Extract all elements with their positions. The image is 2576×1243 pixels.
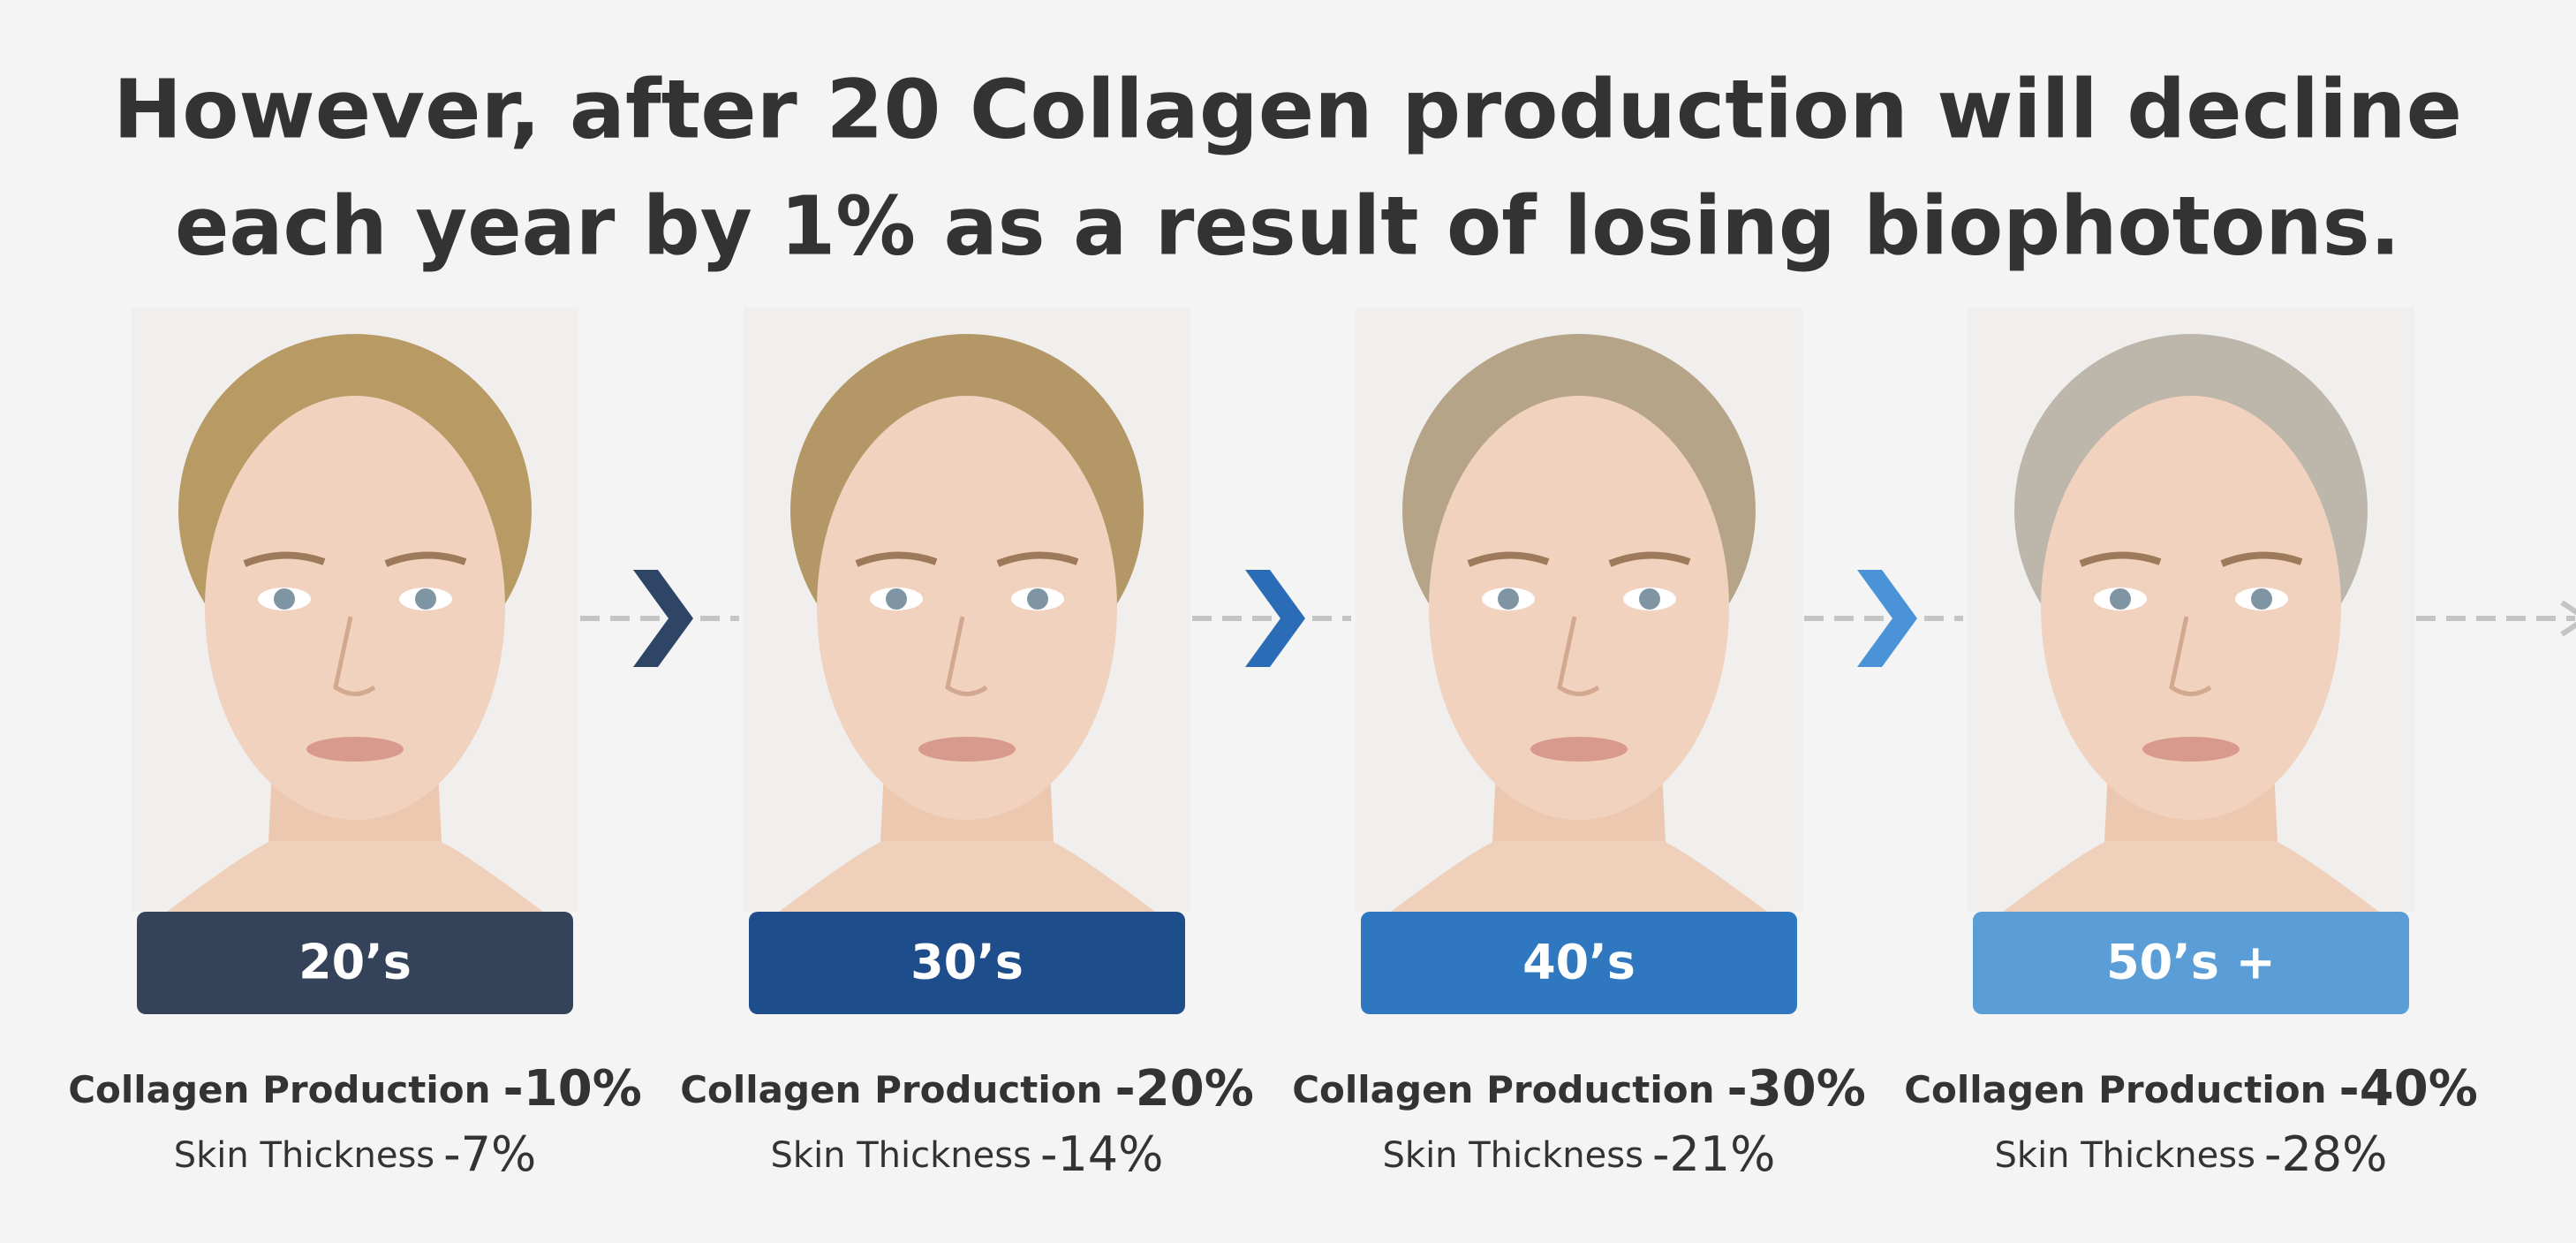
panel: 50’s + Collagen Production -40% Skin Thickn… [1904,307,2478,1182]
skin-label: Skin Thickness [1995,1135,2255,1176]
connector [1804,570,1963,667]
collagen-value: -30% [1727,1060,1866,1118]
skin-value: -14% [1040,1126,1164,1182]
connector [580,570,739,667]
collagen-value: -20% [1115,1060,1254,1118]
shoulders [779,841,1155,912]
iris [274,588,295,610]
nose [333,616,376,696]
skin-line: Skin Thickness -14% [771,1126,1164,1182]
shoulders [2003,841,2379,912]
brow [855,551,938,567]
age-box [1361,912,1797,1014]
collagen-value: -10% [503,1060,642,1118]
face [205,396,505,820]
skin-label: Skin Thickness [1383,1135,1643,1176]
skin-label: Skin Thickness [174,1135,434,1176]
chevron [1857,570,1917,667]
collagen-value: -40% [2339,1060,2478,1118]
collagen-label: Collagen Production [68,1068,490,1111]
age-box [749,912,1185,1014]
iris [886,588,907,610]
arrowhead [2560,600,2576,637]
brow [1608,551,1691,567]
skin-value: -7% [443,1126,536,1182]
panel: 40’s Collagen Production -30% Skin Thicknes… [1292,307,1866,1182]
iris [2110,588,2131,610]
age-label: 50’s + [2106,935,2276,990]
panel: 20’s Collagen Production -10% Skin Thicknes… [68,307,642,1182]
shoulders [1391,841,1767,912]
collagen-line: Collagen Production -10% [68,1060,642,1118]
brow [2079,551,2162,567]
shoulders [167,841,543,912]
title-line: each year by 1% as a result of losing bi… [175,178,2400,273]
collagen-line: Collagen Production -20% [680,1060,1254,1118]
lips [1530,737,1628,762]
age-label: 40’s [1522,935,1635,990]
collagen-line: Collagen Production -40% [1904,1060,2478,1118]
connector [1192,570,1351,667]
skin-line: Skin Thickness -7% [174,1126,537,1182]
nose [1557,616,1600,696]
title-line: However, after 20 Collagen production wi… [113,62,2462,156]
brow [2220,551,2303,567]
lips [2142,737,2240,762]
iris [2251,588,2272,610]
brow [243,551,326,567]
collagen-label: Collagen Production [1904,1068,2326,1111]
connector [2416,600,2576,637]
age-label: 20’s [298,935,412,990]
brow [384,551,467,567]
iris [415,588,436,610]
panel: 30’s Collagen Production -20% Skin Thicknes… [680,307,1254,1182]
skin-line: Skin Thickness -21% [1383,1126,1776,1182]
iris [1498,588,1519,610]
face [817,396,1117,820]
collagen-label: Collagen Production [680,1068,1102,1111]
face [1429,396,1729,820]
skin-value: -28% [2264,1126,2388,1182]
nose [2169,616,2212,696]
lips [918,737,1016,762]
nose [945,616,988,696]
chevron [633,570,693,667]
collagen-line: Collagen Production -30% [1292,1060,1866,1118]
face [2041,396,2341,820]
brow [1467,551,1550,567]
skin-line: Skin Thickness -28% [1995,1126,2388,1182]
age-box [137,912,573,1014]
collagen-label: Collagen Production [1292,1068,1714,1111]
iris [1027,588,1048,610]
age-label: 30’s [910,935,1024,990]
iris [1639,588,1660,610]
skin-value: -21% [1652,1126,1776,1182]
brow [996,551,1079,567]
lips [306,737,404,762]
chevron [1245,570,1305,667]
skin-label: Skin Thickness [771,1135,1031,1176]
age-box [1973,912,2409,1014]
